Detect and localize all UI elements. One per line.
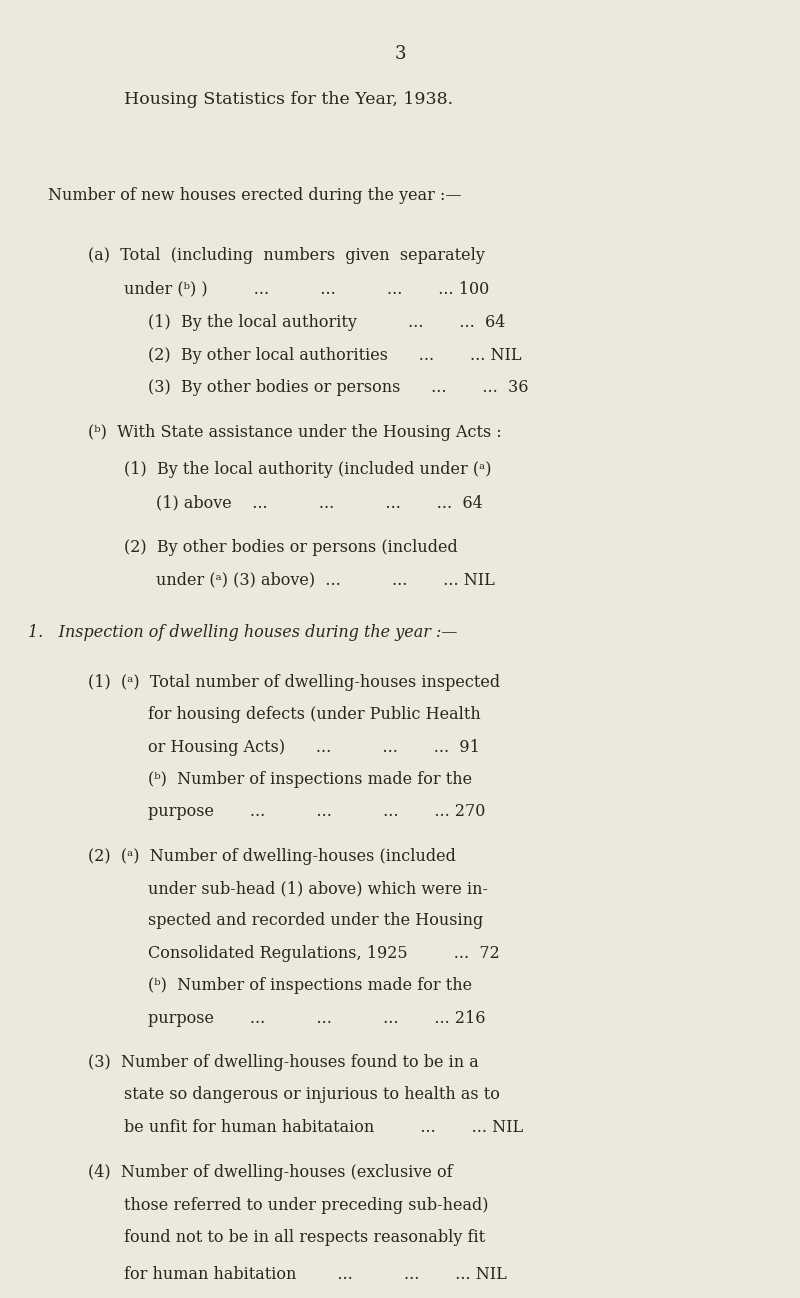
Text: (1)  By the local authority          ...       ...  64: (1) By the local authority ... ... 64 — [148, 314, 506, 331]
Text: (2)  By other local authorities      ...       ... NIL: (2) By other local authorities ... ... N… — [148, 347, 522, 363]
Text: be unfit for human habitataion         ...       ... NIL: be unfit for human habitataion ... ... N… — [124, 1119, 523, 1136]
Text: (3)  By other bodies or persons      ...       ...  36: (3) By other bodies or persons ... ... 3… — [148, 379, 529, 396]
Text: under (ᵇ) )         ...          ...          ...       ... 100: under (ᵇ) ) ... ... ... ... 100 — [124, 280, 490, 297]
Text: 1.   Inspection of dwelling houses during the year :—: 1. Inspection of dwelling houses during … — [28, 624, 458, 641]
Text: Number of new houses erected during the year :—: Number of new houses erected during the … — [48, 187, 462, 204]
Text: state so dangerous or injurious to health as to: state so dangerous or injurious to healt… — [124, 1086, 500, 1103]
Text: purpose       ...          ...          ...       ... 270: purpose ... ... ... ... 270 — [148, 803, 486, 820]
Text: (2)  (ᵃ)  Number of dwelling-houses (included: (2) (ᵃ) Number of dwelling-houses (inclu… — [88, 848, 456, 864]
Text: found not to be in all respects reasonably fit: found not to be in all respects reasonab… — [124, 1229, 485, 1246]
Text: (4)  Number of dwelling-houses (exclusive of: (4) Number of dwelling-houses (exclusive… — [88, 1164, 453, 1181]
Text: Consolidated Regulations, 1925         ...  72: Consolidated Regulations, 1925 ... 72 — [148, 945, 500, 962]
Text: (1) above    ...          ...          ...       ...  64: (1) above ... ... ... ... 64 — [156, 495, 482, 511]
Text: for housing defects (under Public Health: for housing defects (under Public Health — [148, 706, 481, 723]
Text: (1)  (ᵃ)  Total number of dwelling-houses inspected: (1) (ᵃ) Total number of dwelling-houses … — [88, 674, 500, 691]
Text: (2)  By other bodies or persons (included: (2) By other bodies or persons (included — [124, 539, 458, 556]
Text: Housing Statistics for the Year, 1938.: Housing Statistics for the Year, 1938. — [124, 91, 453, 108]
Text: spected and recorded under the Housing: spected and recorded under the Housing — [148, 912, 483, 929]
Text: (1)  By the local authority (included under (ᵃ): (1) By the local authority (included und… — [124, 461, 491, 478]
Text: for human habitation        ...          ...       ... NIL: for human habitation ... ... ... NIL — [124, 1266, 506, 1282]
Text: (ᵇ)  Number of inspections made for the: (ᵇ) Number of inspections made for the — [148, 771, 472, 788]
Text: under sub-head (1) above) which were in-: under sub-head (1) above) which were in- — [148, 880, 488, 897]
Text: those referred to under preceding sub-head): those referred to under preceding sub-he… — [124, 1197, 489, 1214]
Text: (ᵇ)  With State assistance under the Housing Acts :: (ᵇ) With State assistance under the Hous… — [88, 424, 502, 441]
Text: 3: 3 — [394, 45, 406, 64]
Text: under (ᵃ) (3) above)  ...          ...       ... NIL: under (ᵃ) (3) above) ... ... ... NIL — [156, 571, 494, 588]
Text: (3)  Number of dwelling-houses found to be in a: (3) Number of dwelling-houses found to b… — [88, 1054, 478, 1071]
Text: or Housing Acts)      ...          ...       ...  91: or Housing Acts) ... ... ... 91 — [148, 739, 480, 755]
Text: (a)  Total  (including  numbers  given  separately: (a) Total (including numbers given separ… — [88, 247, 485, 263]
Text: purpose       ...          ...          ...       ... 216: purpose ... ... ... ... 216 — [148, 1010, 486, 1027]
Text: (ᵇ)  Number of inspections made for the: (ᵇ) Number of inspections made for the — [148, 977, 472, 994]
